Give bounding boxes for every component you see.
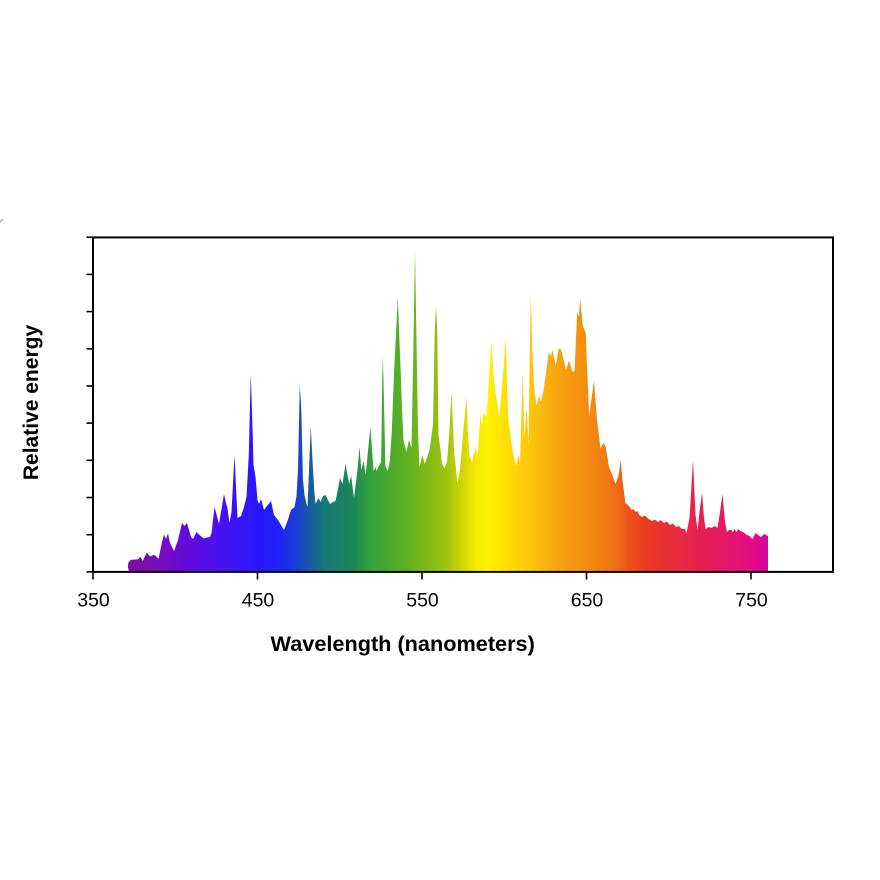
svg-text:Wavelength (nanometers): Wavelength (nanometers) xyxy=(271,631,535,656)
svg-text:Relative energy: Relative energy xyxy=(20,325,43,481)
svg-text:450: 450 xyxy=(242,590,275,612)
svg-text:550: 550 xyxy=(406,590,439,612)
svg-text:350: 350 xyxy=(77,590,110,612)
svg-text:750: 750 xyxy=(735,590,768,612)
svg-text:650: 650 xyxy=(571,590,604,612)
